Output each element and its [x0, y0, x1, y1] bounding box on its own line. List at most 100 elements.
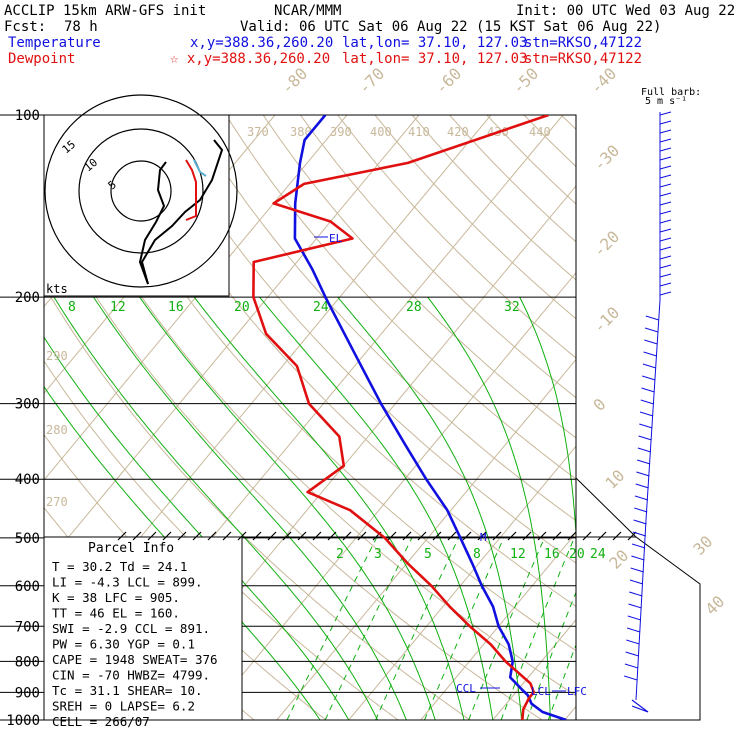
wind-barb: [626, 627, 641, 633]
isotherm--60: [44, 115, 420, 568]
mixing-ratio-24: [547, 643, 576, 720]
mixing-ratio-label-lower: 24: [590, 547, 606, 562]
wind-barb: [659, 246, 672, 251]
model-title: ACCLIP 15km ARW-GFS init: [4, 3, 207, 19]
wind-barb: [659, 111, 672, 116]
adiabat-390: [337, 115, 576, 359]
parcel-info-row: CIN = -70 HWBZ= 4799.: [52, 668, 210, 683]
hodo-ring-2: [78, 128, 204, 254]
hodo-trace-high: [140, 139, 224, 285]
mixing-ratio-label-upper: 8: [68, 300, 76, 315]
dewpoint-xy: ☆ x,y=388.36,260.20: [170, 51, 331, 67]
wind-barb: [659, 291, 672, 296]
pressure-label-200: 200: [15, 290, 40, 306]
hatch-mark: [417, 531, 427, 541]
barb-legend-units: 5 m s⁻¹: [645, 96, 687, 107]
hatch-mark: [507, 531, 517, 541]
hatch-mark: [252, 531, 262, 541]
wind-barb: [636, 471, 650, 477]
hatch-mark: [567, 531, 577, 541]
wind-barb: [634, 495, 649, 501]
hatch-mark: [477, 531, 487, 541]
hatch-mark: [132, 531, 142, 541]
wind-barb: [659, 138, 672, 143]
wind-barb: [631, 555, 645, 561]
parcel-info-frame: [43, 536, 243, 721]
wind-barb: [642, 363, 657, 369]
hatch-mark: [582, 531, 592, 541]
hatch-mark: [222, 531, 232, 541]
adiabat-350: [188, 115, 576, 522]
theta-label: 410: [408, 125, 430, 139]
isotherm--10: [276, 358, 576, 720]
hatch-mark: [357, 531, 367, 541]
isotherm-label: -40: [586, 64, 620, 98]
adiabat-320: [76, 115, 576, 652]
theta-label: 420: [447, 125, 469, 139]
parcel-info-row: CAPE = 1948 SWEAT= 376: [52, 652, 218, 667]
parcel-info-row: TT = 46 EL = 160.: [52, 606, 180, 621]
wind-barb: [637, 447, 652, 453]
pressure-label-1000: 1000: [6, 713, 40, 729]
mixing-ratio-label-upper: 28: [406, 300, 422, 315]
adiabat-330: [113, 115, 576, 607]
adiabat-300: [44, 206, 543, 720]
parcel-info-row: K = 38 LFC = 905.: [52, 590, 180, 605]
hatch-mark: [522, 531, 532, 541]
mixing-ratio-label-lower: 12: [510, 547, 526, 562]
pressure-label-100: 100: [15, 108, 40, 124]
wind-barb: [659, 264, 672, 269]
mixing-ratio-20: [526, 591, 576, 720]
mixing-ratio-8: [424, 537, 505, 720]
wind-barb: [644, 327, 659, 333]
wind-barb: [629, 579, 644, 585]
adiabat-380: [299, 115, 576, 399]
wind-barb: [659, 228, 672, 233]
hatch-mark: [117, 531, 127, 541]
hatch-mark: [552, 531, 562, 541]
temperature-profile: [293, 115, 567, 720]
mixing-ratio-12: [468, 537, 545, 720]
mixing-ratio-label-lower: 20: [569, 547, 585, 562]
adiabat-420: [449, 115, 576, 243]
wind-barb: [643, 351, 657, 357]
hatch-mark: [612, 531, 622, 541]
wind-barb: [626, 639, 640, 645]
wind-barb: [659, 201, 672, 206]
isotherm-label: -20: [589, 227, 623, 261]
hodo-trace-red: [185, 159, 197, 221]
wind-barb: [625, 651, 639, 657]
valid-time: Valid: 06 UTC Sat 06 Aug 22 (15 KST Sat …: [240, 19, 662, 35]
isotherm-label: 10: [601, 466, 628, 493]
pressure-label-900: 900: [15, 685, 40, 701]
adiabat-430: [486, 115, 576, 205]
theta-left-label: 290: [46, 349, 68, 363]
parcel-info-row: SWI = -2.9 CCL = 891.: [52, 621, 210, 636]
adiabat-460: [599, 115, 740, 720]
wind-barb: [659, 174, 672, 179]
isotherm-label: 20: [605, 546, 632, 573]
wind-barb: [633, 519, 647, 525]
hodo-trace-low: [138, 161, 167, 285]
mixing-ratio-labels: 8 12 16 20 24 28 32 2 3 5 8 12 16 20 24: [68, 300, 606, 562]
wind-barb: [639, 423, 653, 429]
wind-barb: [634, 507, 648, 513]
wind-barb: [639, 411, 654, 417]
hatch-mark: [432, 531, 442, 541]
hatch-mark: [207, 531, 217, 541]
pressure-label-600: 600: [15, 579, 40, 595]
mixing-ratio-2: [286, 537, 377, 720]
temperature-station: stn=RKSO,47122: [524, 35, 643, 51]
adiabat-450: [560, 115, 576, 131]
wind-barb: [659, 210, 672, 215]
hatch-mark: [282, 531, 292, 541]
init-time: Init: 00 UTC Wed 03 Aug 22: [516, 3, 736, 19]
moist-adiabat-36: [600, 297, 616, 720]
org-label: NCAR/MMM: [274, 3, 342, 19]
isotherm-label: -80: [277, 64, 311, 98]
sounding-profiles: [252, 115, 567, 720]
mixing-ratio-3: [324, 537, 413, 720]
isotherm-label: -70: [354, 64, 388, 98]
